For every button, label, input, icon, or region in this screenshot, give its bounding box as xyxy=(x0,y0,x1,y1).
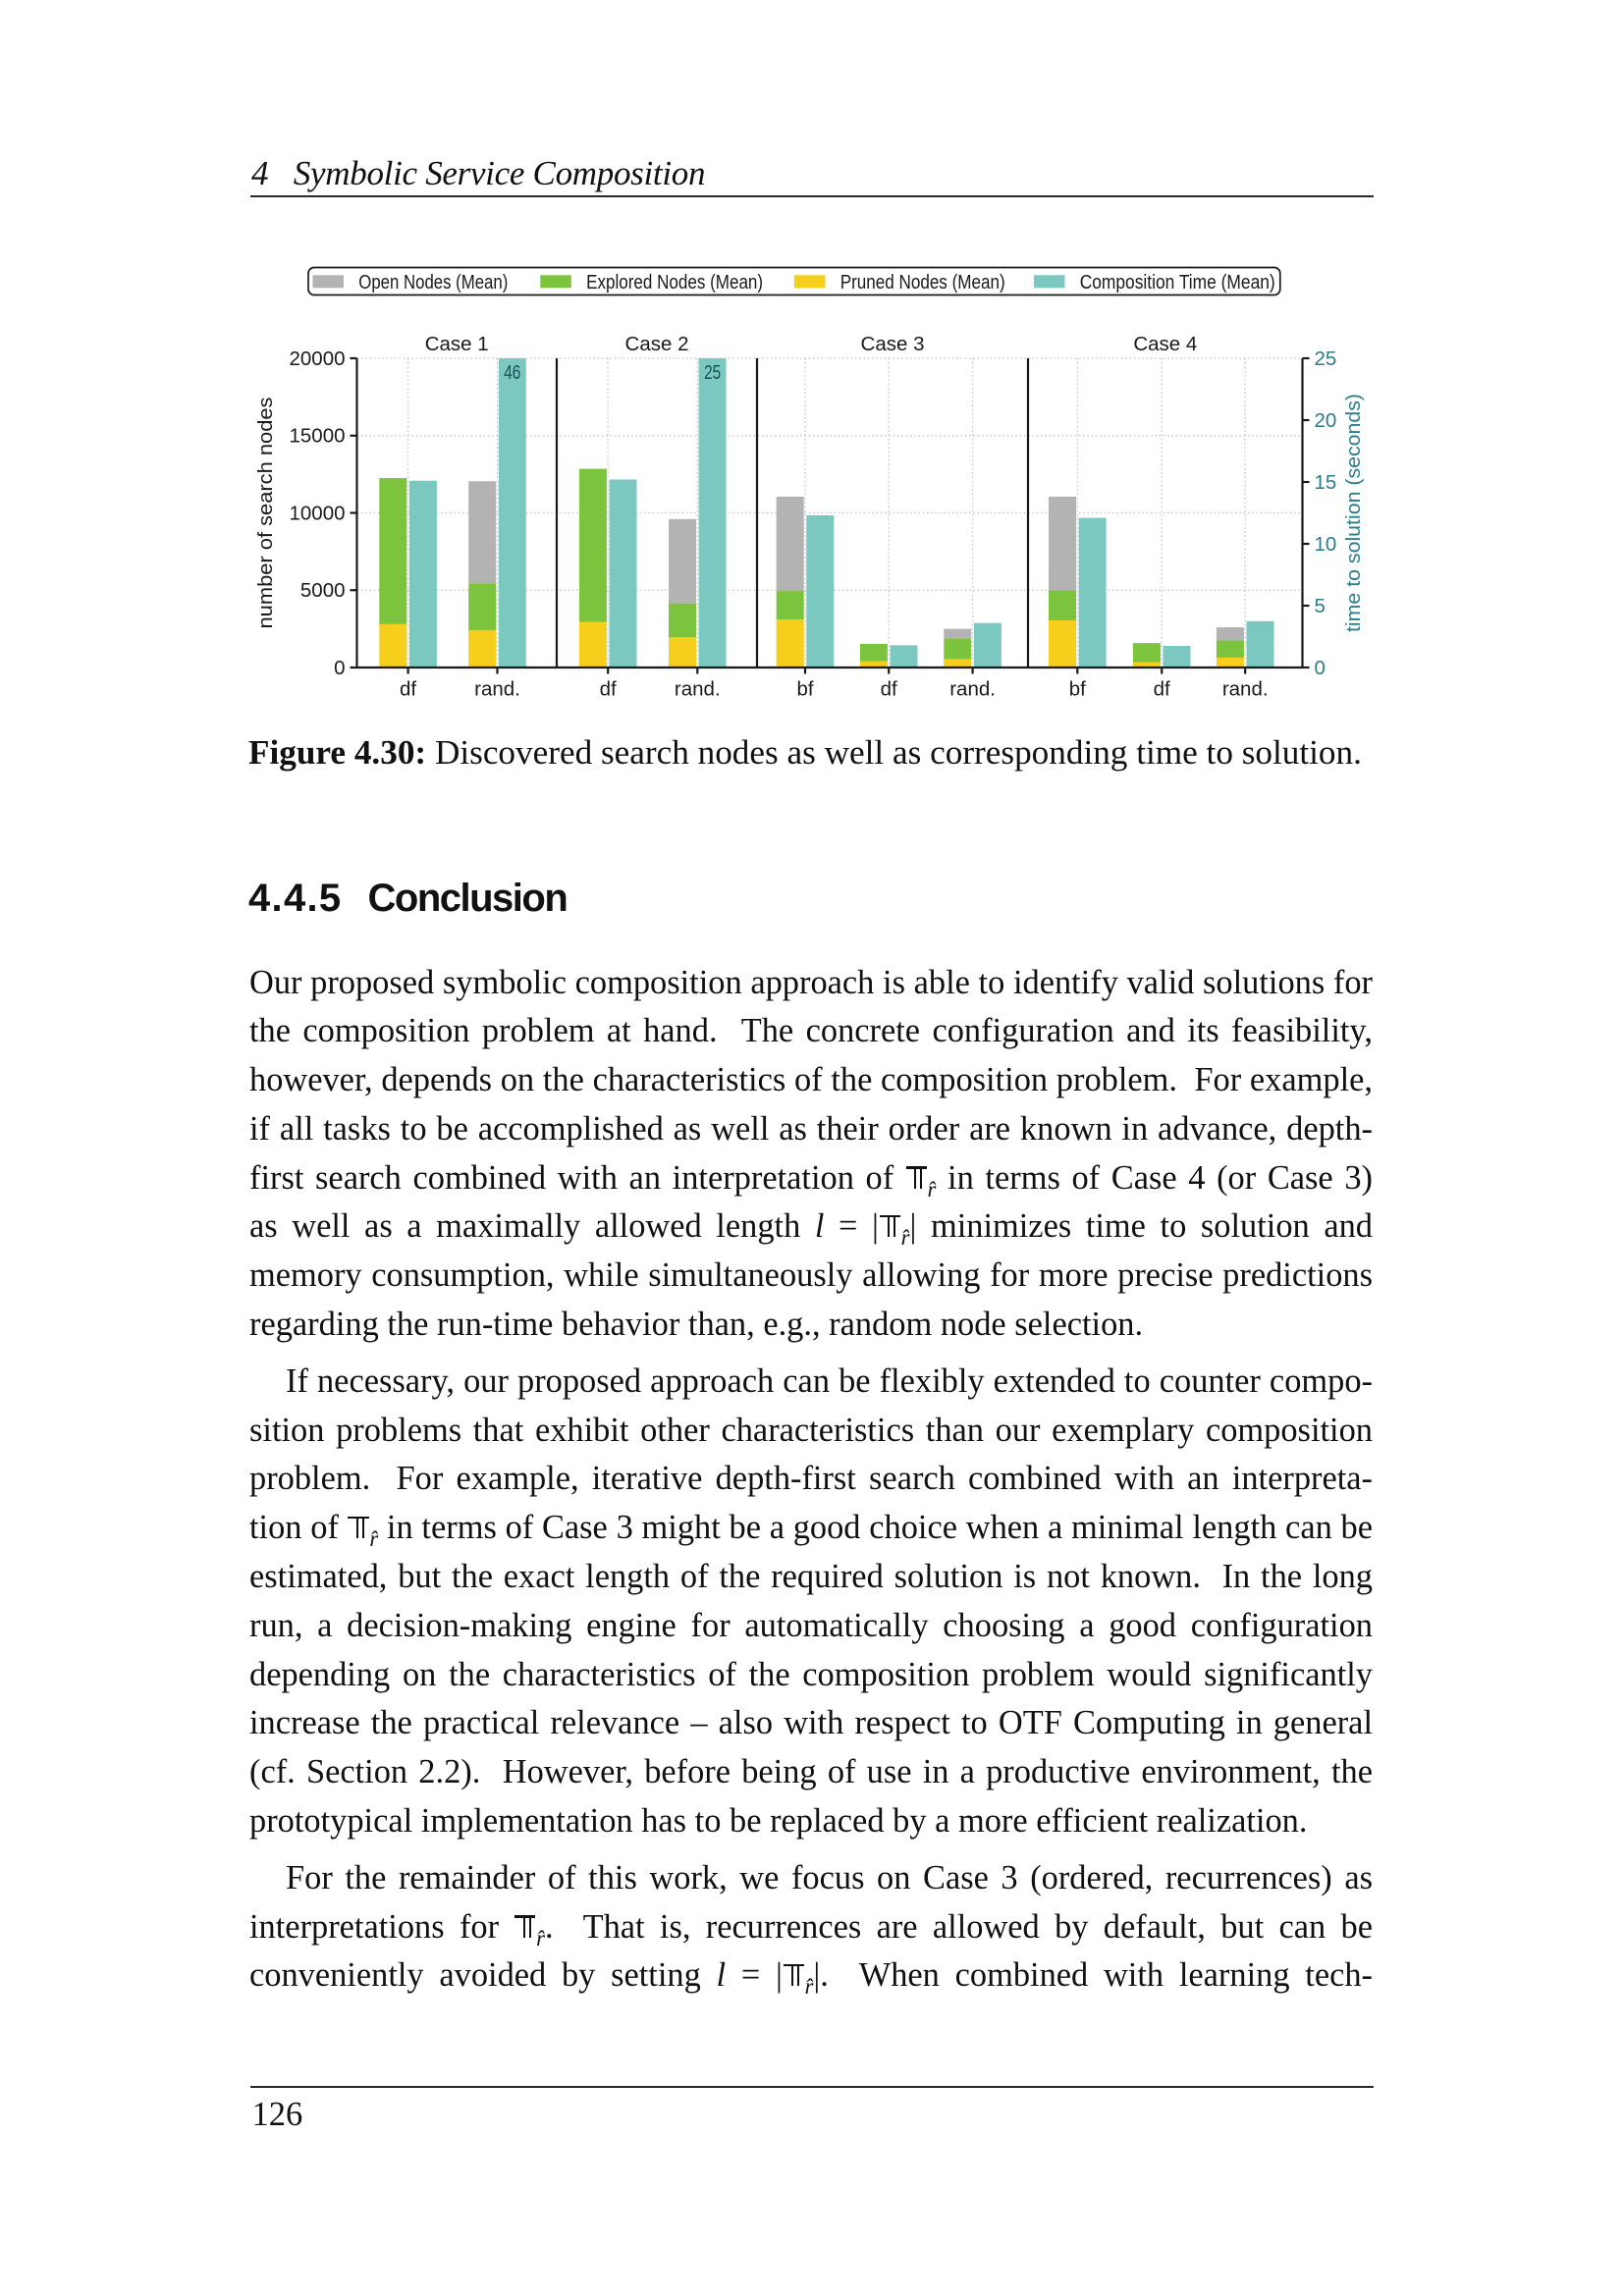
svg-text:rand.: rand. xyxy=(949,678,996,701)
svg-text:0: 0 xyxy=(1315,657,1326,679)
svg-text:rand.: rand. xyxy=(1222,678,1269,701)
svg-text:df: df xyxy=(1154,678,1170,701)
svg-text:20: 20 xyxy=(1315,409,1337,432)
svg-text:15: 15 xyxy=(1315,471,1337,494)
svg-text:Case 1: Case 1 xyxy=(425,333,489,355)
svg-text:15000: 15000 xyxy=(289,425,345,448)
svg-text:number of search nodes: number of search nodes xyxy=(254,398,277,629)
svg-text:rand.: rand. xyxy=(474,678,520,701)
svg-text:0: 0 xyxy=(334,657,345,679)
svg-text:5000: 5000 xyxy=(300,579,346,602)
svg-text:Pruned Nodes (Mean): Pruned Nodes (Mean) xyxy=(840,272,1005,294)
svg-text:df: df xyxy=(881,678,897,701)
svg-text:25: 25 xyxy=(1315,347,1337,370)
svg-text:time to solution (seconds): time to solution (seconds) xyxy=(1343,394,1365,632)
svg-text:20000: 20000 xyxy=(289,347,345,370)
svg-text:46: 46 xyxy=(504,361,520,384)
svg-text:rand.: rand. xyxy=(675,678,721,701)
svg-text:10: 10 xyxy=(1315,533,1337,556)
svg-text:bf: bf xyxy=(796,678,813,701)
svg-text:10000: 10000 xyxy=(289,502,345,524)
svg-text:df: df xyxy=(400,678,416,701)
svg-text:Explored Nodes (Mean): Explored Nodes (Mean) xyxy=(586,272,763,294)
svg-text:Case 2: Case 2 xyxy=(625,333,689,355)
svg-text:Case 4: Case 4 xyxy=(1133,333,1197,355)
svg-text:bf: bf xyxy=(1069,678,1086,701)
svg-text:5: 5 xyxy=(1315,595,1326,617)
svg-text:Open Nodes (Mean): Open Nodes (Mean) xyxy=(358,272,508,294)
svg-text:Case 3: Case 3 xyxy=(861,333,925,355)
svg-text:25: 25 xyxy=(704,361,721,384)
svg-text:df: df xyxy=(600,678,617,701)
svg-text:Composition Time (Mean): Composition Time (Mean) xyxy=(1080,272,1275,294)
